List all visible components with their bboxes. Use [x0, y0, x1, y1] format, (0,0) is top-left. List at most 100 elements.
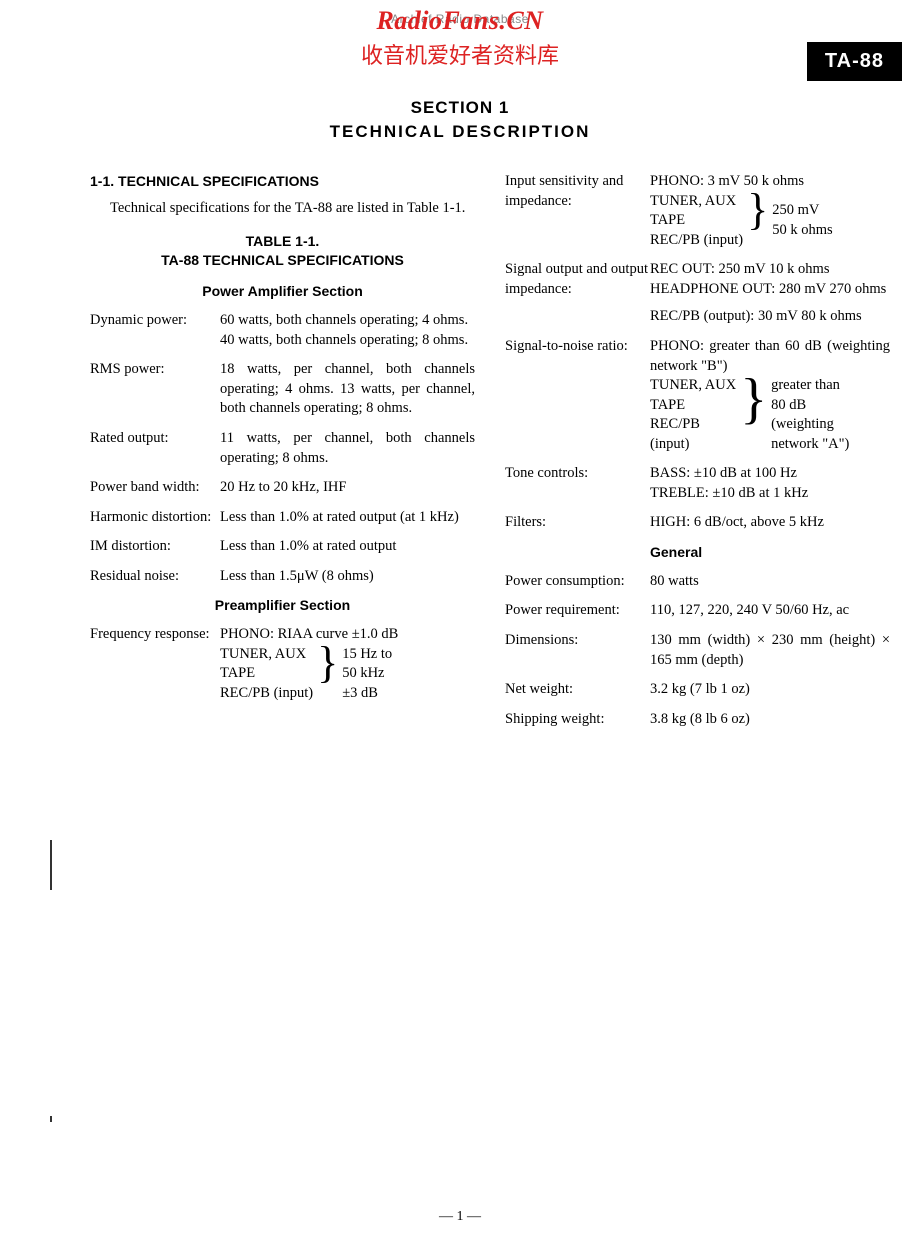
- spec-label: Net weight:: [505, 680, 650, 700]
- spec-label: Filters:: [505, 513, 650, 533]
- spec-label: Frequency response:: [90, 625, 220, 703]
- brace-group: TUNER, AUX TAPE REC/PB (input) } 250 mV …: [650, 192, 890, 251]
- spec-value: 18 watts, per channel, both channels ope…: [220, 360, 475, 419]
- spec-label: [505, 543, 650, 562]
- brace-group: TUNER, AUX TAPE REC/PB (input) } greater…: [650, 376, 890, 454]
- brace-left-labels: TUNER, AUX TAPE REC/PB (input): [650, 376, 736, 454]
- spec-row: Power requirement: 110, 127, 220, 240 V …: [505, 601, 890, 621]
- spec-label: Signal-to-noise ratio:: [505, 337, 650, 454]
- brace-item: TUNER, AUX: [650, 192, 743, 212]
- spec-label: Dimensions:: [505, 631, 650, 670]
- brace-item: TAPE: [220, 664, 313, 684]
- spec-value: PHONO: 3 mV 50 k ohms TUNER, AUX TAPE RE…: [650, 172, 890, 250]
- spec-value: PHONO: RIAA curve ±1.0 dB TUNER, AUX TAP…: [220, 625, 475, 703]
- spec-label: Signal output and output impedance:: [505, 260, 650, 327]
- spec-value: Less than 1.0% at rated output (at 1 kHz…: [220, 508, 475, 528]
- brace-icon: }: [747, 190, 768, 249]
- spec-row: Net weight: 3.2 kg (7 lb 1 oz): [505, 680, 890, 700]
- section-heading: SECTION 1 TECHNICAL DESCRIPTION: [0, 98, 920, 142]
- page-number: — 1 —: [0, 1209, 920, 1225]
- spec-row: Dynamic power: 60 watts, both channels o…: [90, 311, 475, 350]
- spec-row: Rated output: 11 watts, per channel, bot…: [90, 429, 475, 468]
- spec-value: 60 watts, both channels operating; 4 ohm…: [220, 311, 475, 350]
- page: Archief Radio Database RadioFans.CN 收音机爱…: [0, 0, 920, 1251]
- brace-item: REC/PB (input): [650, 231, 743, 251]
- spec-value-line: PHONO: RIAA curve ±1.0 dB: [220, 625, 475, 645]
- watermark-stack: RadioFans.CN 收音机爱好者资料库: [0, 6, 920, 70]
- spec-label: Tone controls:: [505, 464, 650, 503]
- brace-icon: }: [317, 643, 338, 702]
- brace-value: ±3 dB: [342, 684, 392, 704]
- spec-row: Signal output and output impedance: REC …: [505, 260, 890, 327]
- brace-right-values: greater than 80 dB (weighting network "A…: [771, 376, 849, 454]
- brace-value: 15 Hz to: [342, 645, 392, 665]
- brace-left-labels: TUNER, AUX TAPE REC/PB (input): [220, 645, 313, 704]
- spec-value-line: PHONO: 3 mV 50 k ohms: [650, 172, 890, 192]
- spec-row: Signal-to-noise ratio: PHONO: greater th…: [505, 337, 890, 454]
- spec-row: Harmonic distortion: Less than 1.0% at r…: [90, 508, 475, 528]
- spec-label: Residual noise:: [90, 567, 220, 587]
- watermark-site: RadioFans.CN: [0, 6, 920, 36]
- brace-value: 250 mV: [772, 201, 832, 221]
- spec-label: Input sensitivity and impedance:: [505, 172, 650, 250]
- model-badge: TA-88: [807, 42, 902, 81]
- spec-value: 3.2 kg (7 lb 1 oz): [650, 680, 890, 700]
- spec-value: Less than 1.0% at rated output: [220, 537, 475, 557]
- spec-value: BASS: ±10 dB at 100 Hz TREBLE: ±10 dB at…: [650, 464, 890, 503]
- spec-label: Dynamic power:: [90, 311, 220, 350]
- brace-item: TAPE: [650, 396, 736, 416]
- section-line2: TECHNICAL DESCRIPTION: [0, 122, 920, 142]
- spec-value: 130 mm (width) × 230 mm (height) × 165 m…: [650, 631, 890, 670]
- spec-row: Power band width: 20 Hz to 20 kHz, IHF: [90, 478, 475, 498]
- left-column: 1-1. TECHNICAL SPECIFICATIONS Technical …: [90, 172, 475, 739]
- spacer: [650, 299, 890, 307]
- spec-value: 20 Hz to 20 kHz, IHF: [220, 478, 475, 498]
- spec-row: Power consumption: 80 watts: [505, 572, 890, 592]
- brace-icon: }: [740, 374, 767, 452]
- subheading-preamp: Preamplifier Section: [90, 596, 475, 615]
- spec-value: 80 watts: [650, 572, 890, 592]
- spec-label: Harmonic distortion:: [90, 508, 220, 528]
- spec-row: Tone controls: BASS: ±10 dB at 100 Hz TR…: [505, 464, 890, 503]
- subsection-heading: 1-1. TECHNICAL SPECIFICATIONS: [90, 172, 475, 191]
- subheading-power-amp: Power Amplifier Section: [90, 282, 475, 301]
- spec-row: Filters: HIGH: 6 dB/oct, above 5 kHz: [505, 513, 890, 533]
- spec-value-line: REC/PB (output): 30 mV 80 k ohms: [650, 307, 890, 327]
- brace-item: REC/PB: [650, 415, 736, 435]
- table-title-l2: TA-88 TECHNICAL SPECIFICATIONS: [90, 251, 475, 270]
- spec-value-line: PHONO: greater than 60 dB (weighting net…: [650, 337, 890, 376]
- brace-right-values: 250 mV 50 k ohms: [772, 192, 832, 251]
- spec-label: IM distortion:: [90, 537, 220, 557]
- brace-item: (input): [650, 435, 736, 455]
- spec-value: 11 watts, per channel, both channels ope…: [220, 429, 475, 468]
- spec-label: RMS power:: [90, 360, 220, 419]
- spec-row: Dimensions: 130 mm (width) × 230 mm (hei…: [505, 631, 890, 670]
- scan-artifact: [50, 1116, 52, 1122]
- table-title-l1: TABLE 1-1.: [90, 232, 475, 251]
- spec-value: 110, 127, 220, 240 V 50/60 Hz, ac: [650, 601, 890, 621]
- brace-item: TUNER, AUX: [220, 645, 313, 665]
- brace-item: TUNER, AUX: [650, 376, 736, 396]
- subheading-general: General: [650, 543, 890, 562]
- spec-row: RMS power: 18 watts, per channel, both c…: [90, 360, 475, 419]
- content-columns: 1-1. TECHNICAL SPECIFICATIONS Technical …: [90, 172, 890, 739]
- spec-row: Shipping weight: 3.8 kg (8 lb 6 oz): [505, 710, 890, 730]
- brace-value: 80 dB: [771, 396, 849, 416]
- section-line1: SECTION 1: [0, 98, 920, 118]
- spec-label: Power requirement:: [505, 601, 650, 621]
- brace-left-labels: TUNER, AUX TAPE REC/PB (input): [650, 192, 743, 251]
- spec-value: 3.8 kg (8 lb 6 oz): [650, 710, 890, 730]
- brace-item: REC/PB (input): [220, 684, 313, 704]
- spec-row: Frequency response: PHONO: RIAA curve ±1…: [90, 625, 475, 703]
- brace-value: network "A"): [771, 435, 849, 455]
- brace-value: 50 kHz: [342, 664, 392, 684]
- brace-right-values: 15 Hz to 50 kHz ±3 dB: [342, 645, 392, 704]
- spec-row: Residual noise: Less than 1.5μW (8 ohms): [90, 567, 475, 587]
- brace-value: 50 k ohms: [772, 221, 832, 241]
- spec-value: PHONO: greater than 60 dB (weighting net…: [650, 337, 890, 454]
- spec-label: Shipping weight:: [505, 710, 650, 730]
- scan-artifact: [50, 840, 52, 890]
- spec-value: Less than 1.5μW (8 ohms): [220, 567, 475, 587]
- table-title: TABLE 1-1. TA-88 TECHNICAL SPECIFICATION…: [90, 232, 475, 270]
- spec-value: REC OUT: 250 mV 10 k ohms HEADPHONE OUT:…: [650, 260, 890, 327]
